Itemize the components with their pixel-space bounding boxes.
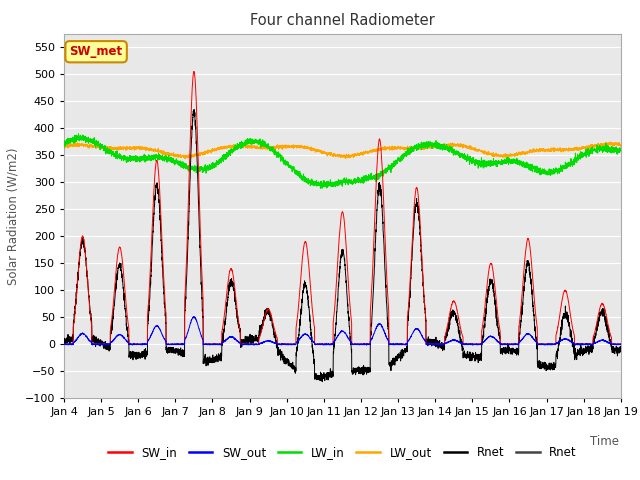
Y-axis label: Solar Radiation (W/m2): Solar Radiation (W/m2) [6,147,19,285]
Legend: SW_in, SW_out, LW_in, LW_out, Rnet, Rnet: SW_in, SW_out, LW_in, LW_out, Rnet, Rnet [104,441,581,464]
Title: Four channel Radiometer: Four channel Radiometer [250,13,435,28]
X-axis label: Time: Time [589,435,619,448]
Text: SW_met: SW_met [70,45,123,58]
